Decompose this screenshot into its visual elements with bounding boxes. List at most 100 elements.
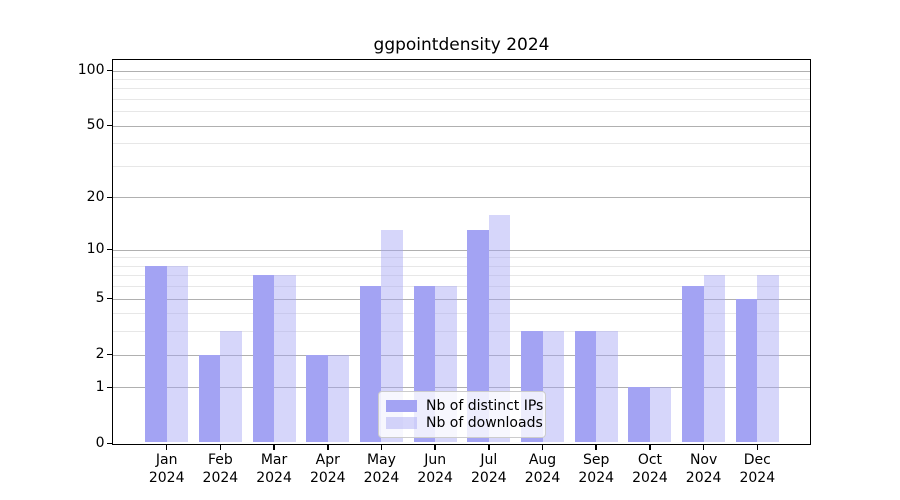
y-axis-tick-label: 2 [95, 346, 105, 363]
x-axis-tick-label: Jan 2024 [137, 452, 197, 487]
bar-downloads-nov [703, 275, 726, 443]
bar-distinct-ips-feb [198, 354, 221, 443]
legend-swatch-distinct-ips-icon [386, 399, 417, 412]
bar-distinct-ips-apr [306, 354, 328, 443]
legend-entry-downloads: Nb of downloads [386, 415, 543, 433]
gridline-minor [113, 111, 811, 113]
x-tick-mark [541, 444, 544, 450]
x-axis-tick-label: Feb 2024 [190, 452, 250, 487]
x-tick-month: Apr [315, 452, 340, 468]
x-tick-mark [219, 444, 222, 450]
y-tick-mark [106, 297, 112, 300]
gridline-minor [113, 265, 811, 267]
bar-downloads-apr [327, 354, 350, 443]
gridline-major [113, 125, 811, 127]
y-tick-mark [106, 196, 112, 199]
legend-label-downloads: Nb of downloads [426, 415, 543, 432]
x-axis-tick-label: Apr 2024 [298, 452, 358, 487]
gridline-minor [113, 88, 811, 90]
y-axis-tick-label: 100 [77, 62, 105, 78]
x-tick-month: Jan [155, 452, 178, 468]
x-tick-mark [702, 444, 705, 450]
bar-distinct-ips-jan [145, 265, 167, 443]
gridline-minor [113, 286, 811, 288]
gridline-major [113, 249, 811, 251]
x-tick-year: 2024 [417, 469, 453, 486]
x-tick-mark [488, 444, 490, 450]
bar-distinct-ips-nov [682, 286, 704, 443]
x-tick-month: Jun [424, 452, 447, 468]
x-axis-tick-label: Nov 2024 [674, 452, 734, 487]
x-tick-month: Dec [743, 452, 771, 468]
x-tick-mark [327, 444, 329, 450]
bar-distinct-ips-jul [467, 230, 489, 443]
x-tick-mark [273, 444, 275, 450]
gridline-major [113, 197, 811, 199]
y-tick-mark [106, 248, 112, 251]
x-axis-tick-label: Dec 2024 [727, 452, 787, 487]
y-axis-tick-label: 0 [95, 435, 105, 451]
legend-label-distinct-ips: Nb of distinct IPs [426, 397, 544, 414]
axis-spine [112, 59, 811, 445]
gridline-major [113, 70, 811, 72]
x-tick-month: Oct [637, 452, 663, 468]
x-tick-mark [434, 444, 436, 450]
x-axis-tick-label: Sep 2024 [566, 452, 626, 487]
legend: Nb of distinct IPs Nb of downloads [378, 391, 546, 438]
gridline-minor [113, 275, 811, 277]
legend-swatch-downloads-icon [386, 417, 417, 430]
bar-downloads-oct [649, 387, 672, 443]
gridline-minor [113, 257, 811, 259]
bar-distinct-ips-sep [574, 331, 597, 443]
gridline-minor [113, 78, 811, 80]
y-tick-mark [106, 353, 112, 356]
x-tick-year: 2024 [256, 469, 292, 486]
x-tick-month: Mar [260, 452, 288, 468]
x-tick-year: 2024 [685, 469, 722, 486]
y-tick-mark [106, 386, 112, 389]
y-axis-tick-label: 5 [95, 290, 105, 307]
x-tick-year: 2024 [578, 469, 615, 486]
x-tick-year: 2024 [471, 469, 507, 486]
y-tick-mark [106, 69, 112, 72]
gridline-minor [113, 98, 811, 100]
x-tick-month: Sep [583, 452, 610, 468]
bar-downloads-may [381, 230, 403, 443]
x-tick-mark [756, 444, 759, 450]
chart-title: ggpointdensity 2024 [373, 35, 550, 55]
gridline-major [113, 387, 811, 389]
gridline-minor [113, 313, 811, 315]
x-tick-month: Feb [207, 452, 233, 468]
x-axis-tick-label: Aug 2024 [513, 452, 573, 487]
bar-downloads-mar [274, 275, 296, 443]
x-tick-year: 2024 [148, 469, 185, 486]
gridline-major [113, 298, 811, 300]
x-tick-mark [380, 444, 383, 450]
x-tick-month: Jul [480, 452, 498, 468]
legend-entry-distinct-ips: Nb of distinct IPs [386, 397, 543, 415]
bar-downloads-dec [757, 275, 779, 443]
gridline-major [113, 354, 811, 356]
gridline-minor [113, 331, 811, 333]
y-axis-tick-label: 10 [86, 241, 105, 258]
x-tick-year: 2024 [363, 469, 400, 486]
x-tick-month: Nov [689, 452, 718, 468]
bar-distinct-ips-mar [252, 275, 275, 443]
gridline-minor [113, 165, 811, 167]
x-axis-tick-label: Jul 2024 [459, 452, 519, 487]
bar-distinct-ips-oct [628, 387, 650, 443]
x-tick-year: 2024 [524, 469, 561, 486]
x-axis-tick-label: May 2024 [351, 452, 411, 487]
x-tick-year: 2024 [309, 469, 346, 486]
x-tick-mark [649, 444, 651, 450]
y-axis-tick-label: 20 [86, 188, 105, 205]
x-axis-tick-label: Jun 2024 [405, 452, 465, 487]
x-tick-year: 2024 [739, 469, 776, 486]
x-tick-year: 2024 [632, 469, 668, 486]
bar-downloads-jan [166, 265, 189, 443]
y-tick-mark [106, 442, 112, 445]
x-tick-year: 2024 [202, 469, 239, 486]
y-axis-tick-label: 1 [95, 378, 105, 395]
x-axis-tick-label: Mar 2024 [244, 452, 304, 487]
x-axis-tick-label: Oct 2024 [620, 452, 680, 487]
